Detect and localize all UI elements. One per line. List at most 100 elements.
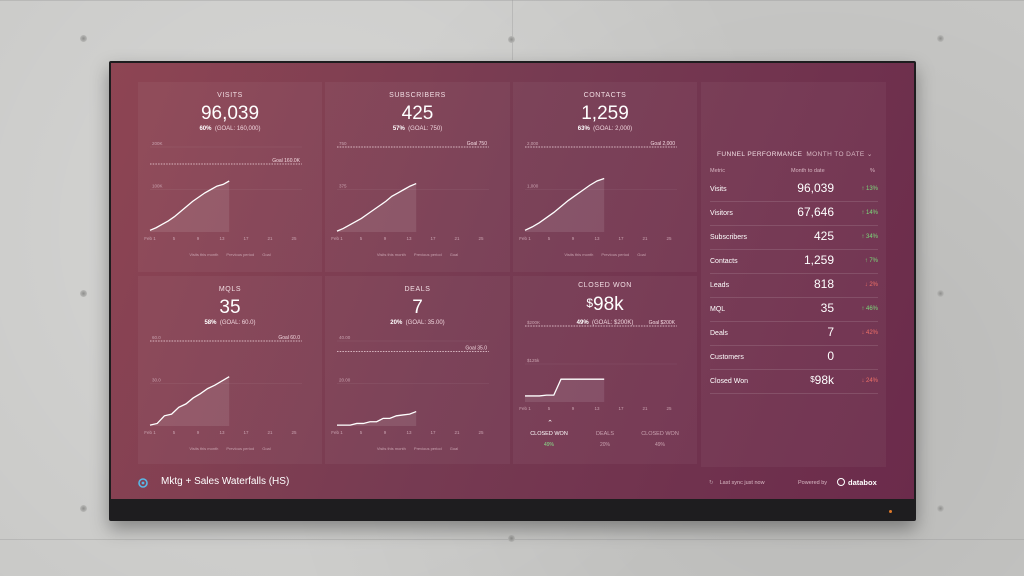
funnel-metric-value: 35 [820,301,834,315]
dashboard-title: Mktg + Sales Waterfalls (HS) [161,476,290,487]
funnel-change-badge: ↑ 46% [861,306,878,312]
x-tick-label: 13 [219,430,225,435]
funnel-row: Contacts 1,259 ↑ 7% [710,250,878,274]
chart-legend: Visits this month Previous period Goal [325,446,510,451]
x-tick-label: 9 [384,236,387,241]
x-tick-label: Feb 1 [519,406,531,411]
databox-logo-icon [837,478,845,486]
tab-closed-won-2[interactable]: CLOSED WON 49% [641,431,679,448]
chevron-up-icon[interactable]: ⌃ [547,420,553,427]
chart-legend: Visits this month Previous period Goal [513,252,697,257]
wall-tie-hole [937,35,944,42]
legend-item: Goal [262,252,271,257]
x-tick-label: 9 [197,430,200,435]
y-tick-label: $125k [527,358,540,363]
wall-tie-hole [80,35,87,42]
goal-label: Goal 750 [467,141,488,147]
series-line [149,180,230,231]
funnel-metric-name: Customers [710,354,744,361]
date-range-dropdown[interactable]: MONTH TO DATE ⌄ [806,151,873,158]
kpi-card-mqls[interactable]: MQLS 35 58% (GOAL: 60.0) 60.0 30.0 Goal 60.0 F… [138,276,322,464]
legend-item: Goal [449,252,459,257]
x-tick-label: 17 [618,236,624,241]
y-tick-label: 200K [152,141,163,146]
wall-tie-hole [937,505,944,512]
x-tick-label: 17 [243,236,249,241]
databox-logo: databox [837,478,877,487]
y-tick-label: 60.0 [152,335,161,340]
legend-item: Previous period [413,446,442,451]
kpi-card-closed-won[interactable]: CLOSED WON $98k 49% (GOAL: $200K) $200K $… [513,276,697,464]
tab-closed-won[interactable]: CLOSED WON 49% [530,431,568,448]
y-tick-label: 30.0 [152,378,161,383]
kpi-card-subscribers[interactable]: SUBSCRIBERS 425 57% (GOAL: 750) 750 375 Goal … [325,82,510,272]
y-tick-label: 40.00 [339,335,351,340]
kpi-title: SUBSCRIBERS [389,92,446,99]
funnel-change-badge: ↓ 24% [861,378,878,384]
x-tick-label: 9 [572,406,575,411]
kpi-title: VISITS [217,92,243,99]
funnel-change-badge: ↓ 42% [861,330,878,336]
x-tick-label: 5 [548,406,551,411]
kpi-goal-progress: 20% (GOAL: 35.00) [390,320,445,326]
funnel-row: Deals 7 ↓ 42% [710,322,878,346]
legend-item: Visits this month [189,252,219,257]
funnel-metric-value: 0 [827,349,834,363]
y-tick-label: 375 [339,184,347,189]
funnel-row: Closed Won $98k ↓ 24% [710,370,878,394]
funnel-metric-value: 7 [827,325,834,339]
legend-item: Visits this month [189,446,219,451]
goal-label: Goal 35.0 [465,346,487,352]
legend-item: Previous period [601,252,630,257]
x-tick-label: 25 [478,430,484,435]
kpi-goal-progress: 58% (GOAL: 60.0) [204,320,256,326]
funnel-change-badge: ↑ 14% [861,210,878,216]
funnel-change-badge: ↑ 7% [864,258,878,264]
y-tick-label: 750 [339,141,347,146]
x-tick-label: 13 [594,406,600,411]
tab-deals[interactable]: DEALS 20% [595,431,615,448]
x-tick-label: 5 [360,236,363,241]
legend-item: Previous period [413,252,442,257]
series-line [524,177,605,231]
kpi-card-visits[interactable]: VISITS 96,039 60% (GOAL: 160,000) 200K 100K G… [138,82,322,272]
kpi-title: CLOSED WON [578,282,632,289]
funnel-metric-name: Visits [710,186,727,193]
goal-label: Goal 160.0K [272,158,300,164]
column-header-metric: Metric [710,168,725,174]
x-tick-label: 21 [454,430,460,435]
y-tick-label: $200K [527,320,540,325]
series-line [337,410,417,426]
x-tick-label: 17 [618,406,624,411]
series-line [336,182,417,232]
funnel-change-badge: ↑ 34% [861,234,878,240]
x-tick-label: 13 [594,236,600,241]
x-tick-label: Feb 1 [331,236,343,241]
x-tick-label: 21 [267,236,273,241]
funnel-metric-value: 96,039 [797,181,834,195]
funnel-row: Subscribers 425 ↑ 34% [710,226,878,250]
kpi-card-contacts[interactable]: CONTACTS 1,259 63% (GOAL: 2,000) 2,000 1,000… [513,82,697,272]
kpi-goal-progress: 57% (GOAL: 750) [392,126,443,132]
power-led [889,510,892,513]
funnel-metric-name: Contacts [710,258,738,265]
kpi-card-deals[interactable]: DEALS 7 20% (GOAL: 35.00) 40.00 20.00 Goal 35… [325,276,510,464]
wall-tie-hole [80,290,87,297]
chart-legend: Visits this month Previous period Goal [325,252,510,257]
funnel-metric-name: MQL [710,306,726,313]
kpi-title: MQLS [218,286,242,293]
x-tick-label: 21 [267,430,273,435]
kpi-title: DEALS [404,286,431,293]
x-tick-label: 13 [406,236,412,241]
x-tick-label: 5 [548,236,551,241]
legend-item: Goal [262,446,271,451]
legend-item: Goal [449,446,459,451]
legend-item: Visits this month [376,446,406,451]
sync-status: ↻ Last sync just now [709,480,765,486]
funnel-row: Visitors 67,646 ↑ 14% [710,202,878,226]
databox-app-icon [138,478,148,488]
funnel-row: MQL 35 ↑ 46% [710,298,878,322]
funnel-metric-value: $98k [810,373,834,387]
goal-label: Goal 2,000 [651,141,676,147]
x-tick-label: 25 [291,430,297,435]
